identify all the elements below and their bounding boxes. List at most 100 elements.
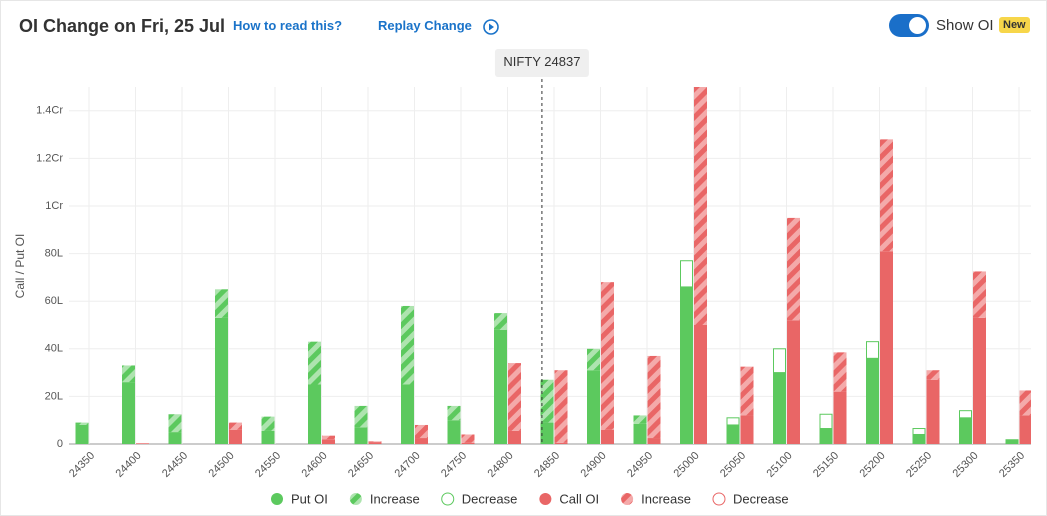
bar-solid [122,382,135,444]
bar-solid [308,384,321,444]
toggle-label: Show OI [936,17,994,34]
bar-solid [694,325,707,444]
bar-hatch [508,363,521,431]
x-tick-label: 25150 [811,450,841,480]
bar-solid [633,423,647,444]
y-axis-label: Call / Put OI [13,234,27,299]
bar-solid [880,251,893,444]
bar-solid [866,358,879,444]
bar-hatch [215,289,228,318]
bar-hatch [973,271,986,318]
x-tick-label: 24900 [579,450,609,480]
show-oi-toggle[interactable] [889,14,929,37]
bar-solid [354,427,368,444]
x-tick-label: 24650 [346,450,376,480]
x-tick-label: 25050 [718,450,748,480]
bar-solid [461,442,475,444]
bar-hatch [833,352,847,392]
replay-button[interactable]: Replay Change [378,1,500,51]
bar-hatch [261,416,275,431]
x-tick-label: 25300 [951,450,981,480]
bar-solid [508,430,521,444]
x-tick-label: 24600 [300,450,330,480]
bar-solid [1019,415,1031,444]
bar-solid [215,317,228,444]
bar-hatch [740,366,754,416]
bar-solid [136,443,149,444]
spot-box [494,49,589,77]
bar-hatch [1019,390,1031,416]
bar-solid [401,384,414,444]
bar-solid [787,320,800,444]
x-tick-label: 25250 [904,450,934,480]
bar-solid [680,286,693,444]
x-tick-label: 24850 [532,450,562,480]
x-tick-label: 24450 [160,450,190,480]
bar-hatch [787,217,800,321]
bar-hatch [540,379,554,423]
bar-solid [912,434,926,444]
bar-solid [1005,439,1019,444]
new-badge: New [999,17,1030,33]
bar-outline [819,413,833,430]
help-link[interactable]: How to read this? [233,18,343,33]
bar-solid [554,442,568,444]
bar-outline [680,260,693,288]
bar-solid [229,429,242,444]
bar-solid [833,391,847,444]
x-tick-label: 24800 [486,450,516,480]
bar-hatch [926,370,940,380]
bar-solid [322,439,335,444]
x-tick-label: 25200 [858,450,888,480]
bar-hatch [447,405,461,421]
y-tick-label: 60L [45,295,63,307]
bar-solid [601,429,614,444]
bar-hatch [354,405,368,428]
bar-hatch [554,370,568,443]
bar-solid [494,329,507,444]
x-tick-label: 25100 [765,450,795,480]
bar-solid [819,428,833,444]
legend-label: Increase [641,491,691,506]
x-tick-label: 24350 [67,450,97,480]
toggle-knob [909,17,926,34]
bar-solid [368,442,382,444]
y-tick-label: 0 [57,438,63,450]
bar-hatch [229,422,242,430]
bar-hatch [401,305,414,385]
bar-solid [773,372,786,444]
x-tick-label: 25350 [997,450,1027,480]
legend-label: Put OI [291,491,328,506]
legend-label: Call OI [559,491,599,506]
bar-hatch [647,355,661,439]
legend-label: Increase [370,491,420,506]
bar-solid [261,430,275,444]
bar-hatch [633,415,647,424]
spot-name: NIFTY [503,54,541,69]
bar-solid [168,432,182,444]
replay-icon [482,18,499,35]
spot-value: 24837 [544,54,580,69]
replay-label: Replay Change [378,18,472,33]
bar-outline [726,417,740,426]
bar-hatch [494,313,507,330]
legend-swatch [271,493,283,505]
bar-hatch [75,422,89,425]
x-tick-label: 24950 [625,450,655,480]
bar-hatch [587,348,600,371]
legend-label: Decrease [733,491,789,506]
legend-swatch [539,493,552,505]
bar-solid [959,417,972,444]
bar-hatch [308,341,321,385]
y-tick-label: 1Cr [45,200,63,212]
legend-swatch [712,492,726,506]
y-tick-label: 40L [45,343,63,355]
bar-hatch [694,87,707,325]
spot-label: NIFTY 24837 [503,54,580,69]
bar-outline [773,348,786,374]
bar-solid [540,422,554,444]
bar-solid [447,420,461,444]
legend-swatch [349,493,362,505]
